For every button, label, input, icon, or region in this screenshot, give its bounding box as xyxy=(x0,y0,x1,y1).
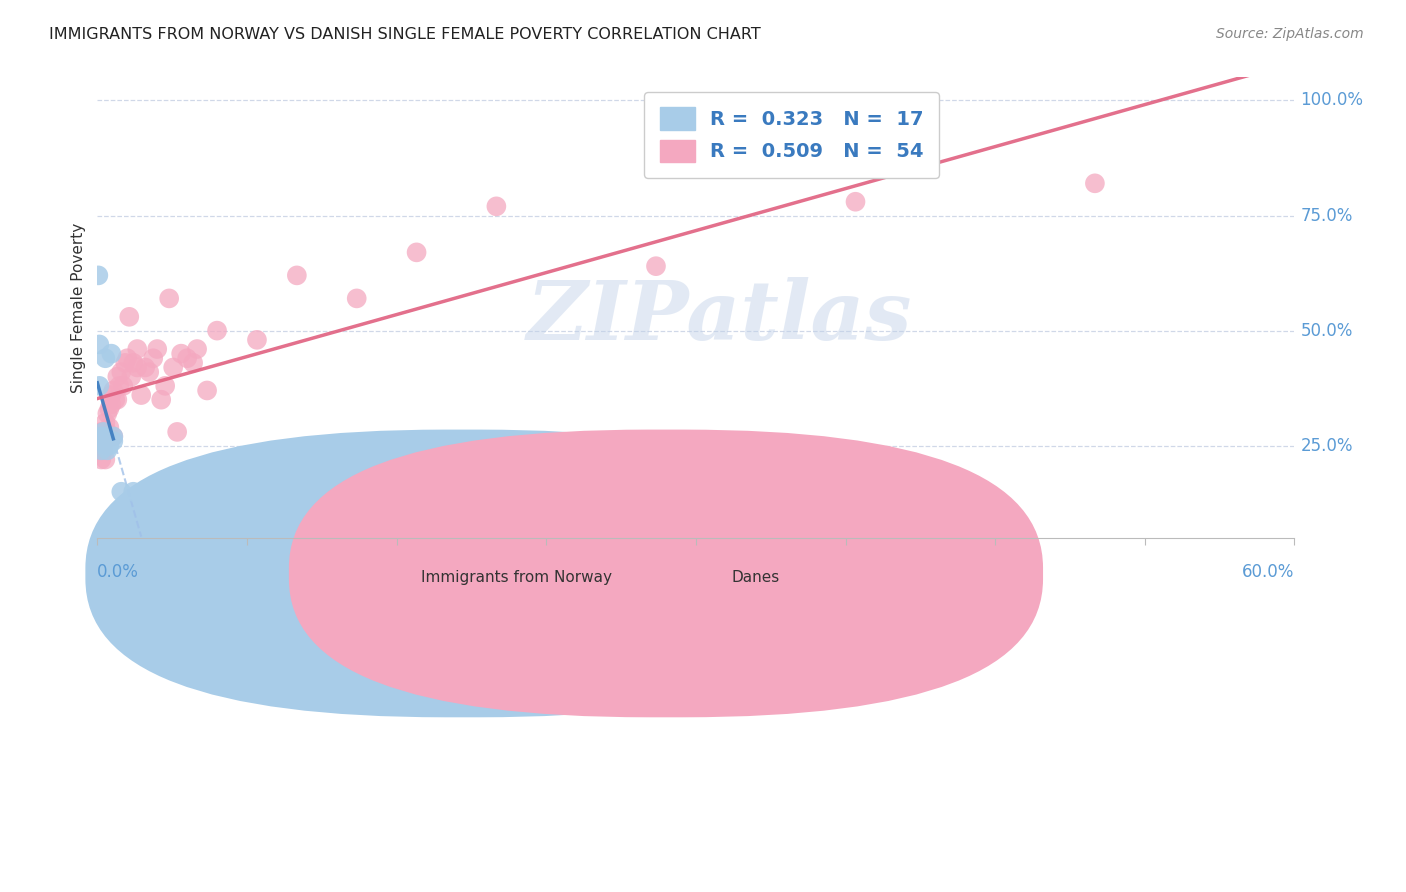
Point xyxy=(91,425,114,439)
Point xyxy=(645,259,668,273)
Point xyxy=(103,429,125,443)
Point xyxy=(110,484,132,499)
Point xyxy=(346,292,368,306)
Point xyxy=(146,342,169,356)
Point xyxy=(89,434,111,449)
Point xyxy=(91,429,114,443)
Point xyxy=(1084,177,1107,191)
Point xyxy=(87,443,110,458)
Text: 100.0%: 100.0% xyxy=(1301,92,1364,110)
Text: 60.0%: 60.0% xyxy=(1241,563,1295,581)
Point xyxy=(122,484,145,499)
Point xyxy=(90,452,112,467)
Point xyxy=(89,379,111,393)
Point xyxy=(150,392,173,407)
Point xyxy=(90,425,112,439)
Point xyxy=(103,384,125,398)
Text: 75.0%: 75.0% xyxy=(1301,207,1353,225)
Legend: R =  0.323   N =  17, R =  0.509   N =  54: R = 0.323 N = 17, R = 0.509 N = 54 xyxy=(644,92,939,178)
Point xyxy=(127,360,149,375)
Point xyxy=(103,429,125,443)
Point xyxy=(120,369,142,384)
Text: Immigrants from Norway: Immigrants from Norway xyxy=(420,570,612,585)
Point xyxy=(100,397,122,411)
Point xyxy=(110,365,132,379)
Point xyxy=(205,324,228,338)
Point xyxy=(170,346,193,360)
Point xyxy=(89,443,111,458)
Text: Source: ZipAtlas.com: Source: ZipAtlas.com xyxy=(1216,27,1364,41)
Point xyxy=(91,443,114,458)
Point xyxy=(118,310,141,324)
Point xyxy=(114,356,136,370)
Point xyxy=(176,351,198,366)
Point xyxy=(108,379,131,393)
Point xyxy=(90,443,112,458)
Point xyxy=(181,356,204,370)
Point xyxy=(105,369,128,384)
FancyBboxPatch shape xyxy=(86,430,839,717)
Point xyxy=(129,388,152,402)
Point xyxy=(138,365,160,379)
Point xyxy=(186,342,208,356)
Point xyxy=(162,360,184,375)
Point xyxy=(98,439,121,453)
Point xyxy=(844,194,866,209)
Point xyxy=(134,360,156,375)
Point xyxy=(98,420,121,434)
Point xyxy=(96,439,118,453)
Point xyxy=(485,199,508,213)
Point xyxy=(166,425,188,439)
Text: 25.0%: 25.0% xyxy=(1301,437,1353,455)
Point xyxy=(142,351,165,366)
Text: Danes: Danes xyxy=(731,570,780,585)
Point xyxy=(103,434,125,449)
Point xyxy=(91,425,114,439)
Point xyxy=(100,346,122,360)
Text: IMMIGRANTS FROM NORWAY VS DANISH SINGLE FEMALE POVERTY CORRELATION CHART: IMMIGRANTS FROM NORWAY VS DANISH SINGLE … xyxy=(49,27,761,42)
Point xyxy=(96,443,118,458)
Point xyxy=(96,407,118,421)
Point xyxy=(285,268,308,283)
Point xyxy=(94,452,117,467)
Point xyxy=(89,337,111,351)
Point xyxy=(195,384,218,398)
Point xyxy=(104,392,127,407)
Point xyxy=(112,379,135,393)
Point xyxy=(105,392,128,407)
Text: 50.0%: 50.0% xyxy=(1301,322,1353,340)
Point xyxy=(90,429,112,443)
Point xyxy=(127,342,149,356)
Point xyxy=(246,333,269,347)
Point xyxy=(87,268,110,283)
FancyBboxPatch shape xyxy=(288,430,1043,717)
Point xyxy=(94,351,117,366)
Point xyxy=(89,434,111,449)
Point xyxy=(100,388,122,402)
Point xyxy=(96,425,118,439)
Y-axis label: Single Female Poverty: Single Female Poverty xyxy=(72,222,86,392)
Point xyxy=(117,351,139,366)
Text: 0.0%: 0.0% xyxy=(97,563,139,581)
Point xyxy=(122,356,145,370)
Point xyxy=(153,379,176,393)
Point xyxy=(98,401,121,416)
Point xyxy=(94,416,117,430)
Point xyxy=(405,245,427,260)
Text: ZIPatlas: ZIPatlas xyxy=(527,277,912,357)
Point xyxy=(157,292,180,306)
